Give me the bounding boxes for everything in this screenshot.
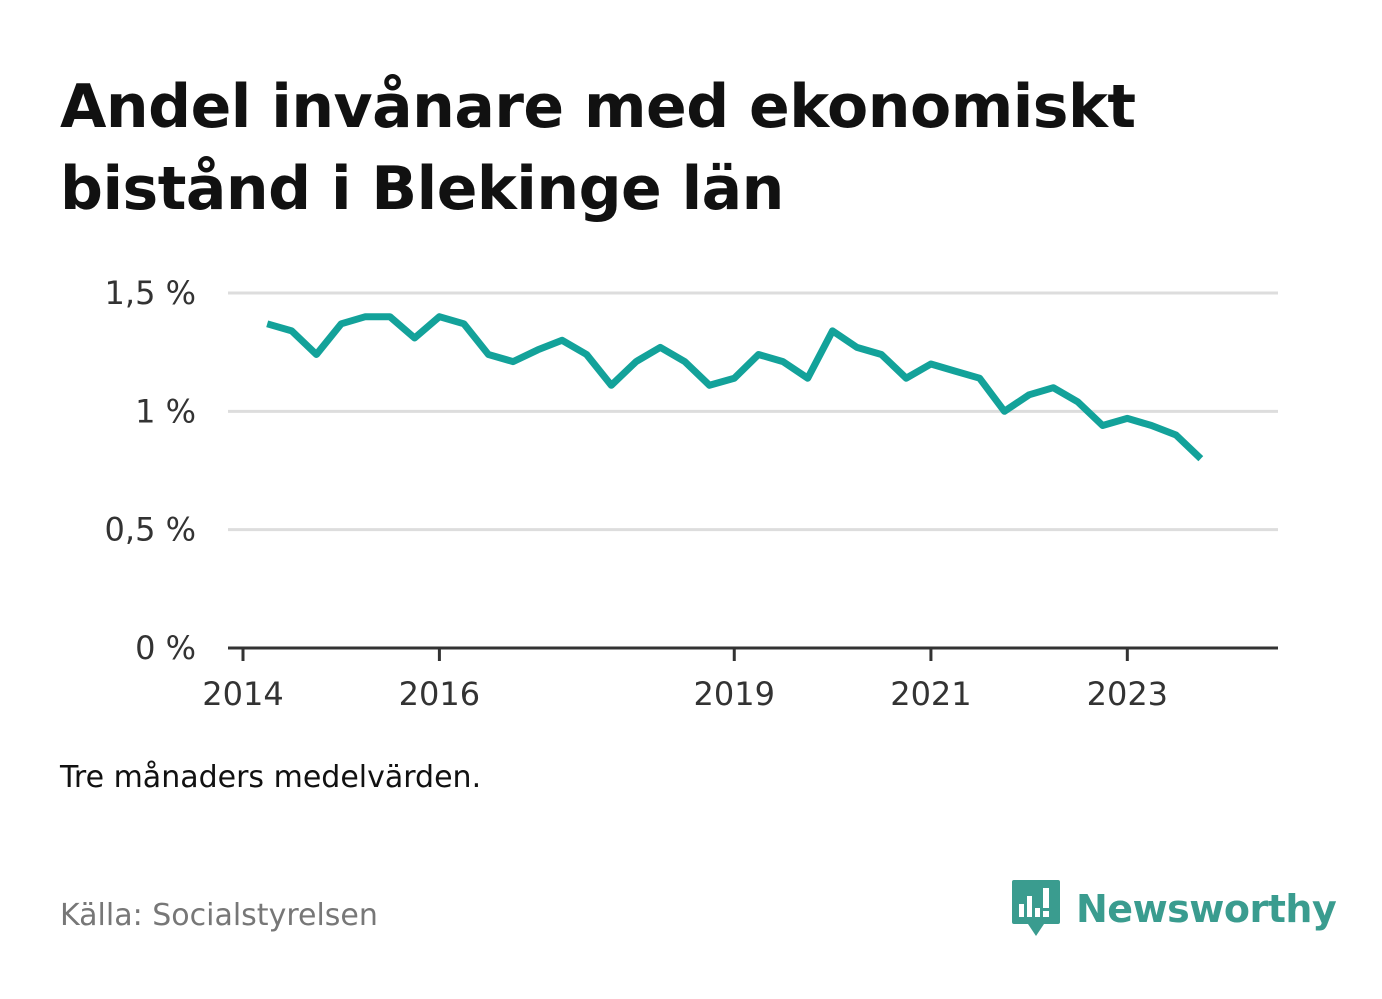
data-point[interactable]: [264, 320, 271, 327]
brand-logo[interactable]: Newsworthy: [1010, 878, 1337, 940]
data-point[interactable]: [338, 320, 345, 327]
y-tick-label: 0,5 %: [105, 511, 196, 549]
data-point[interactable]: [829, 327, 836, 334]
x-tick-label: 2014: [202, 675, 283, 713]
y-tick-label: 1 %: [135, 392, 196, 430]
chart-note: Tre månaders medelvärden.: [60, 760, 482, 795]
series-layer: [264, 313, 1204, 462]
data-point[interactable]: [1026, 391, 1033, 398]
data-point[interactable]: [534, 346, 541, 353]
data-point[interactable]: [633, 358, 640, 365]
data-point[interactable]: [804, 375, 811, 382]
data-point[interactable]: [1173, 432, 1180, 439]
data-point[interactable]: [755, 351, 762, 358]
series-line: [266, 313, 1204, 462]
data-point[interactable]: [779, 358, 786, 365]
data-point[interactable]: [903, 375, 910, 382]
data-point[interactable]: [583, 351, 590, 358]
data-point[interactable]: [608, 382, 615, 389]
x-tick-label: 2023: [1087, 675, 1168, 713]
data-point[interactable]: [1197, 455, 1204, 462]
data-point[interactable]: [927, 361, 934, 368]
brand-name: Newsworthy: [1076, 887, 1337, 931]
data-point[interactable]: [411, 334, 418, 341]
data-point[interactable]: [362, 313, 369, 320]
data-point[interactable]: [485, 351, 492, 358]
y-tick-label: 0 %: [135, 629, 196, 667]
gridlines: [228, 291, 1278, 532]
data-point[interactable]: [510, 358, 517, 365]
data-point[interactable]: [878, 351, 885, 358]
data-point[interactable]: [1050, 384, 1057, 391]
x-tick-label: 2021: [890, 675, 971, 713]
data-point[interactable]: [436, 313, 443, 320]
source-text: Källa: Socialstyrelsen: [60, 898, 378, 933]
data-point[interactable]: [460, 320, 467, 327]
data-point[interactable]: [1099, 422, 1106, 429]
data-point[interactable]: [1148, 422, 1155, 429]
data-point[interactable]: [1074, 398, 1081, 405]
data-point[interactable]: [288, 327, 295, 334]
data-point[interactable]: [706, 382, 713, 389]
bar-chart-speech-bubble-icon: [1012, 880, 1060, 936]
x-axis-labels: 2014 2016 2019 2021 2023: [202, 675, 1168, 713]
data-point[interactable]: [1001, 408, 1008, 415]
x-axis: [228, 646, 1278, 661]
data-point[interactable]: [657, 344, 664, 351]
x-tick-label: 2019: [694, 675, 775, 713]
data-point[interactable]: [1124, 415, 1131, 422]
y-axis-labels: 0 % 0,5 % 1 % 1,5 %: [105, 274, 196, 667]
y-tick-label: 1,5 %: [105, 274, 196, 312]
data-point[interactable]: [386, 313, 393, 320]
chart-title: Andel invånare med ekonomiskt bistånd i …: [60, 72, 1136, 224]
x-tick-label: 2016: [399, 675, 480, 713]
data-point[interactable]: [681, 358, 688, 365]
data-point[interactable]: [976, 375, 983, 382]
data-point[interactable]: [853, 344, 860, 351]
data-point[interactable]: [559, 337, 566, 344]
data-point[interactable]: [313, 351, 320, 358]
data-point[interactable]: [731, 375, 738, 382]
data-point[interactable]: [952, 368, 959, 375]
